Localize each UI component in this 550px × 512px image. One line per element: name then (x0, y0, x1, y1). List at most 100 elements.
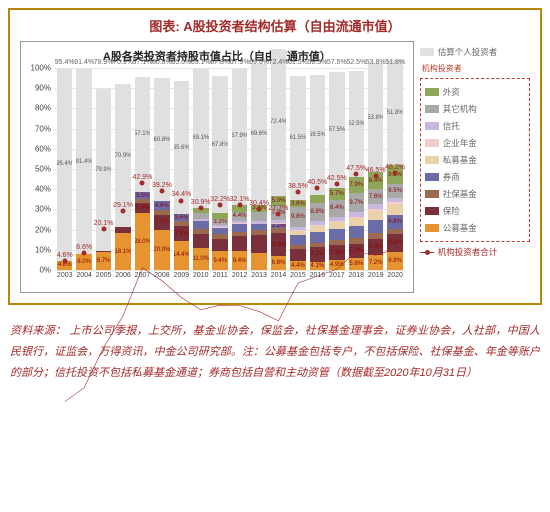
seg-foreign: 5.0% (271, 196, 287, 206)
bar-stack: 8.8%8.8%6.8%6.5%9.6%51.8% (387, 60, 403, 270)
seg-mutual: 14.4% (174, 241, 190, 270)
seg-mutual: 4.6% (57, 261, 73, 270)
legend-item: 企业年金 (425, 137, 525, 149)
seg-mutual: 8.0% (76, 254, 92, 270)
y-tick: 30% (35, 205, 51, 214)
bar-stack: 4.1%7.2%8.8%59.5% (310, 75, 326, 270)
legend-item: 券商 (425, 171, 525, 183)
y-tick: 0% (39, 266, 51, 275)
x-tick: 2014 (269, 272, 288, 288)
seg-foreign: 8.4% (368, 172, 384, 189)
swatch-icon (425, 105, 439, 113)
bar-col: 4.4%9.8%3.8%61.5%61.5% (288, 68, 307, 270)
bar-col: 8.0%91.4%91.4% (74, 68, 93, 270)
seg-broker (193, 221, 209, 229)
legend-item: 保险 (425, 205, 525, 217)
swatch-icon (420, 48, 434, 56)
seg-mutual: 9.4% (232, 251, 248, 270)
seg-other: 9.7% (349, 193, 365, 213)
bar-stack: 4.6%95.4% (57, 68, 73, 270)
y-tick: 100% (31, 64, 51, 73)
chart-wrap: A股各类投资者持股市值占比（自由流通市值） 0%10%20%30%40%50%6… (20, 41, 530, 293)
y-tick: 90% (35, 84, 51, 93)
legend-item: 公募基金 (425, 222, 525, 234)
x-tick: 2003 (55, 272, 74, 288)
plot-canvas: 0%10%20%30%40%50%60%70%80%90%100% 4.6%95… (25, 68, 409, 288)
bar-col: 9.4%4.4%67.9%67.9% (230, 68, 249, 270)
bar-col: 20.0%7.1%4.6%60.8%60.8% (152, 68, 171, 270)
legend-item: 估算个人投资者 (420, 46, 530, 58)
legend-label: 信托 (443, 120, 460, 132)
seg-other: 6.5% (387, 184, 403, 197)
source-note: 资料来源： 上市公司季报，上交所，基金业协会，保监会，社保基金理事会，证券业协会… (8, 321, 542, 384)
seg-ins (251, 235, 267, 253)
bar-stack: 28.0%5.4%3.5%57.1% (135, 77, 151, 270)
seg-ins: 8.8% (387, 234, 403, 252)
seg-indiv: 69.1% (193, 68, 209, 208)
bar-stack: 14.4%7.3%3.6%65.6% (174, 81, 190, 270)
top-label: 61.5% (288, 59, 308, 66)
seg-indiv: 95.4% (57, 68, 73, 261)
swatch-icon (425, 156, 439, 164)
seg-mutual (251, 253, 267, 270)
x-tick: 2004 (74, 272, 93, 288)
swatch-icon (425, 122, 439, 130)
seg-ins: 11.6% (271, 233, 287, 256)
top-label: 53.8% (366, 59, 386, 66)
y-tick: 20% (35, 225, 51, 234)
seg-ins: 7.3% (329, 245, 345, 260)
top-label: 65.6% (171, 59, 191, 66)
seg-other: 7.2% (271, 206, 287, 221)
bar-col: 3.8%69.6%69.6% (249, 68, 268, 270)
seg-indiv: 91.4% (76, 69, 92, 254)
seg-ins (290, 249, 306, 261)
bar-col: 4.1%7.2%8.8%59.5%59.5% (308, 68, 327, 270)
seg-indiv: 57.5% (329, 72, 345, 188)
seg-other: 4.4% (232, 212, 248, 221)
swatch-icon (425, 207, 439, 215)
seg-other: 8.4% (329, 200, 345, 217)
bar-stack: 8.0%91.4% (76, 69, 92, 270)
top-label: 91.4% (74, 59, 94, 66)
seg-indiv: 67.8% (212, 76, 228, 213)
legend-label: 机构投资者合计 (438, 246, 498, 258)
y-tick: 80% (35, 104, 51, 113)
x-tick: 2009 (172, 272, 191, 288)
seg-indiv: 61.5% (290, 76, 306, 200)
legend-box-title: 机构投资者 (422, 63, 530, 74)
legend-item: 私募基金 (425, 154, 525, 166)
x-tick: 2012 (230, 272, 249, 288)
seg-ins: 7.3% (174, 226, 190, 241)
seg-mutual: 8.8% (387, 252, 403, 270)
bar-col: 8.8%8.8%6.8%6.5%9.6%51.8%51.8% (385, 68, 404, 270)
seg-foreign: 3.8% (290, 200, 306, 208)
seg-priv (368, 211, 384, 220)
bar-stack: 9.4%3.3%67.8% (212, 76, 228, 270)
line-icon (420, 252, 434, 253)
y-tick: 10% (35, 245, 51, 254)
seg-ins: 8.0% (368, 239, 384, 255)
seg-mutual: 4.9% (329, 260, 345, 270)
seg-ins (193, 234, 209, 248)
seg-broker (349, 226, 365, 238)
seg-mutual: 20.0% (154, 230, 170, 270)
top-label: 52.5% (346, 59, 366, 66)
seg-indiv: 67.9% (232, 68, 248, 205)
seg-broker (329, 229, 345, 241)
bar-stack: 20.0%7.1%4.6%60.8% (154, 78, 170, 270)
seg-ins: 7.2% (310, 247, 326, 262)
seg-other: 9.8% (290, 207, 306, 227)
y-tick: 40% (35, 185, 51, 194)
seg-ins: 7.1% (154, 215, 170, 229)
legend-item: 社保基金 (425, 188, 525, 200)
x-tick: 2016 (308, 272, 327, 288)
bar-col: 6.8%11.6%2.2%7.2%5.0%72.4%72.4% (269, 68, 288, 270)
bar-stack: 4.9%7.3%8.4%5.7%57.5% (329, 72, 345, 270)
bar-col: 8.7%79.9%79.9% (94, 68, 113, 270)
x-tick: 2006 (113, 272, 132, 288)
top-label: 57.5% (327, 59, 347, 66)
legend-label: 其它机构 (443, 103, 477, 115)
seg-other (251, 212, 267, 220)
seg-broker: 6.8% (387, 215, 403, 229)
legend-label: 私募基金 (443, 154, 477, 166)
